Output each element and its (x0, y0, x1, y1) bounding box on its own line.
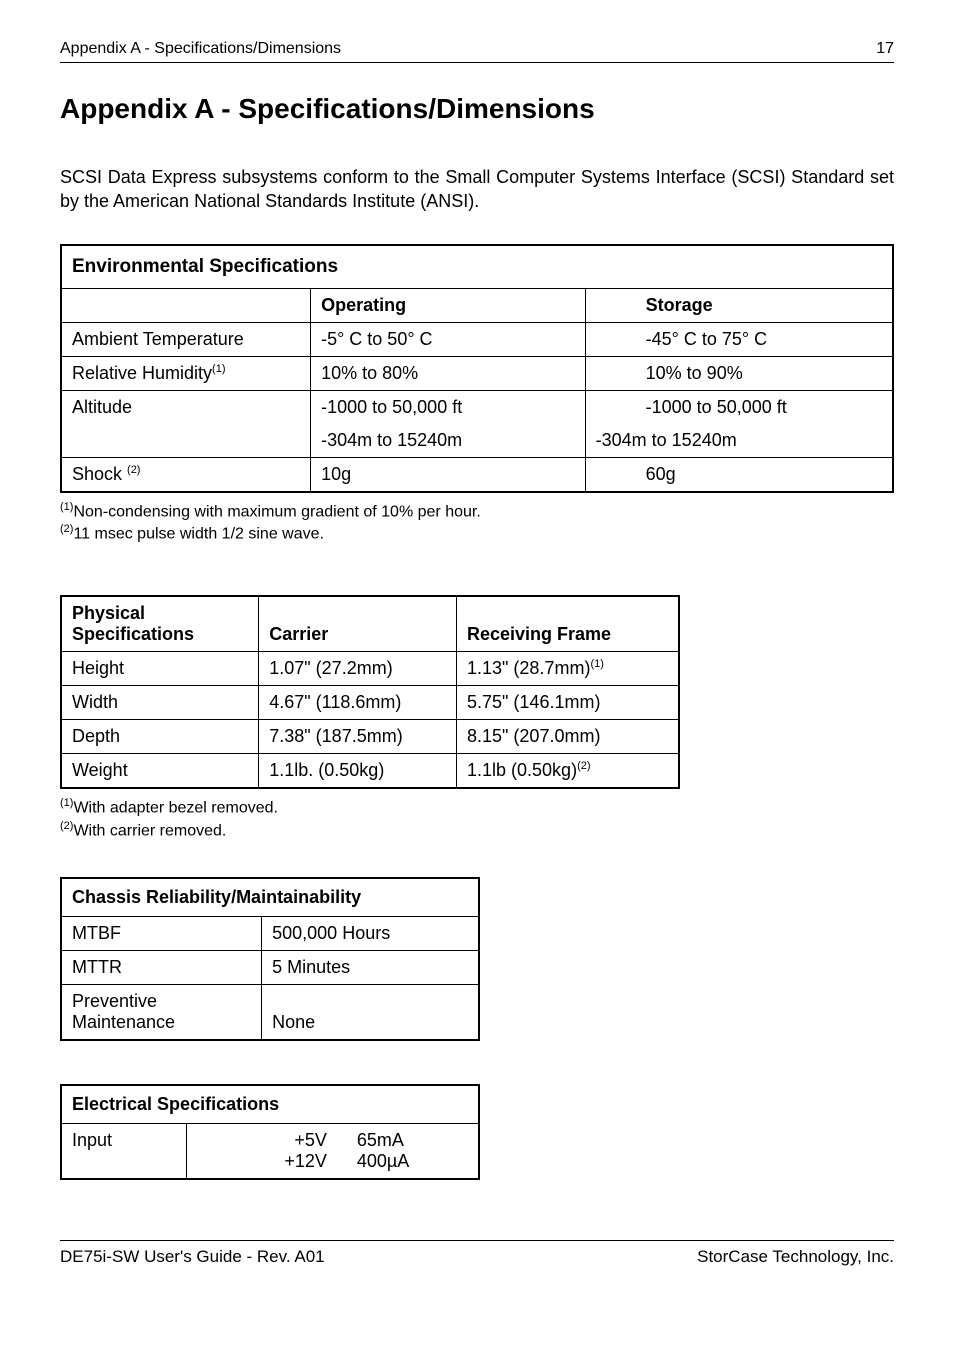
env-ambient-st: -45° C to 75° C (585, 322, 893, 356)
header-page-number: 17 (876, 40, 894, 58)
rel-mttr-v: 5 Minutes (262, 950, 479, 984)
env-rh-st: 10% to 90% (585, 356, 893, 390)
rel-mttr-l: MTTR (61, 950, 262, 984)
env-footnote-1: (1)Non-condensing with maximum gradient … (60, 501, 894, 521)
rel-title: Chassis Reliability/Maintainability (61, 878, 479, 917)
footer-right: StorCase Technology, Inc. (697, 1247, 894, 1267)
env-alt-label: Altitude (61, 390, 311, 457)
header-left: Appendix A - Specifications/Dimensions (60, 40, 341, 58)
elec-input-v: +5V65mA +12V400µA (186, 1123, 479, 1179)
phys-depth-l: Depth (61, 720, 259, 754)
rel-pm-v: None (262, 984, 479, 1040)
rel-mtbf-l: MTBF (61, 916, 262, 950)
electrical-specs-table: Electrical Specifications Input +5V65mA … (60, 1084, 480, 1180)
elec-input-l: Input (61, 1123, 186, 1179)
phys-height-l: Height (61, 652, 259, 686)
phys-depth-c: 7.38" (187.5mm) (259, 720, 457, 754)
phys-width-l: Width (61, 686, 259, 720)
environmental-specs-table: Environmental Specifications Operating S… (60, 244, 894, 493)
physical-specs-table: Physical Specifications Carrier Receivin… (60, 595, 680, 789)
env-col-storage: Storage (585, 288, 893, 322)
footer-left: DE75i-SW User's Guide - Rev. A01 (60, 1247, 325, 1267)
rel-pm-l: Preventive Maintenance (61, 984, 262, 1040)
rel-mtbf-v: 500,000 Hours (262, 916, 479, 950)
env-alt-op1: -1000 to 50,000 ft (311, 390, 586, 424)
reliability-table: Chassis Reliability/Maintainability MTBF… (60, 877, 480, 1041)
phys-width-r: 5.75" (146.1mm) (457, 686, 680, 720)
env-shock-st: 60g (585, 457, 893, 492)
phys-footnote-2: (2)With carrier removed. (60, 820, 894, 840)
phys-height-r: 1.13" (28.7mm)(1) (457, 652, 680, 686)
phys-depth-r: 8.15" (207.0mm) (457, 720, 680, 754)
env-shock-label: Shock (2) (61, 457, 311, 492)
elec-title: Electrical Specifications (61, 1085, 479, 1124)
env-footnote-2: (2)11 msec pulse width 1/2 sine wave. (60, 523, 894, 543)
page-header: Appendix A - Specifications/Dimensions 1… (60, 40, 894, 63)
page-footer: DE75i-SW User's Guide - Rev. A01 StorCas… (60, 1240, 894, 1267)
page-title: Appendix A - Specifications/Dimensions (60, 93, 894, 125)
env-blank-cell (61, 288, 311, 322)
env-rh-label: Relative Humidity(1) (61, 356, 311, 390)
intro-paragraph: SCSI Data Express subsystems conform to … (60, 165, 894, 214)
phys-hdr-col3: Receiving Frame (457, 596, 680, 652)
env-alt-st1: -1000 to 50,000 ft (585, 390, 893, 424)
phys-weight-r: 1.1lb (0.50kg)(2) (457, 754, 680, 789)
phys-hdr-col1: Physical Specifications (61, 596, 259, 652)
phys-width-c: 4.67" (118.6mm) (259, 686, 457, 720)
phys-footnote-1: (1)With adapter bezel removed. (60, 797, 894, 817)
phys-weight-c: 1.1lb. (0.50kg) (259, 754, 457, 789)
env-rh-op: 10% to 80% (311, 356, 586, 390)
phys-weight-l: Weight (61, 754, 259, 789)
env-ambient-op: -5° C to 50° C (311, 322, 586, 356)
phys-height-c: 1.07" (27.2mm) (259, 652, 457, 686)
env-alt-st2: -304m to 15240m (585, 424, 893, 458)
env-table-title: Environmental Specifications (61, 245, 893, 289)
env-shock-op: 10g (311, 457, 586, 492)
env-col-operating: Operating (311, 288, 586, 322)
env-ambient-label: Ambient Temperature (61, 322, 311, 356)
phys-hdr-col2: Carrier (259, 596, 457, 652)
env-alt-op2: -304m to 15240m (311, 424, 586, 458)
